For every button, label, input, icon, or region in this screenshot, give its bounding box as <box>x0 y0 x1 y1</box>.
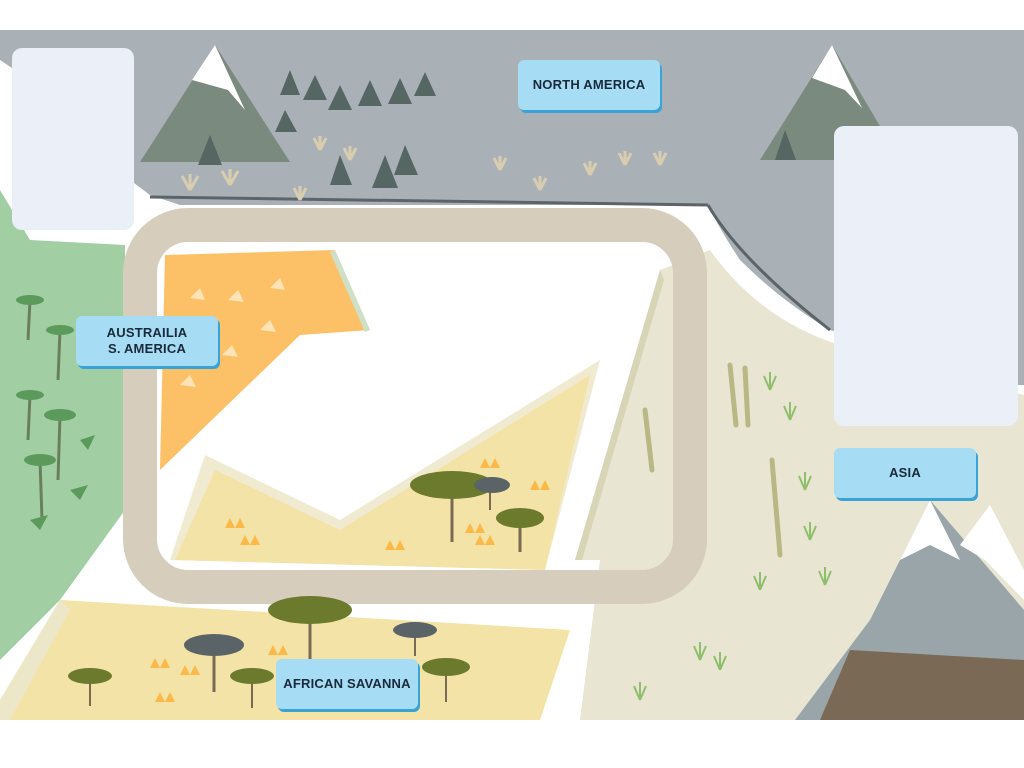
desert-region[interactable] <box>160 250 370 470</box>
north-america-label[interactable]: NORTH AMERICA <box>518 60 660 110</box>
asia-label[interactable]: ASIA <box>834 448 976 498</box>
acacia-tree-icon <box>68 596 470 708</box>
info-panel-right <box>834 126 1018 426</box>
grass-tuft-icon <box>633 372 832 701</box>
pine-tree-icon <box>198 70 796 188</box>
rainforest-region[interactable] <box>0 190 125 660</box>
african-savanna-label[interactable]: AFRICAN SAVANNA <box>276 659 418 709</box>
info-panel-left <box>12 48 134 230</box>
desert-plant-icon <box>180 278 285 387</box>
mountain-icon <box>795 500 1024 720</box>
palm-tree-icon <box>16 295 95 530</box>
grass-tuft-icon <box>150 458 550 702</box>
bamboo-icon <box>642 362 783 558</box>
australia-south-america-label[interactable]: AUSTRAILIA S. AMERICA <box>76 316 218 366</box>
grass-tuft-icon <box>180 136 668 201</box>
mountain-icon <box>140 45 290 162</box>
acacia-tree-icon <box>410 471 544 552</box>
walking-path <box>123 208 707 604</box>
